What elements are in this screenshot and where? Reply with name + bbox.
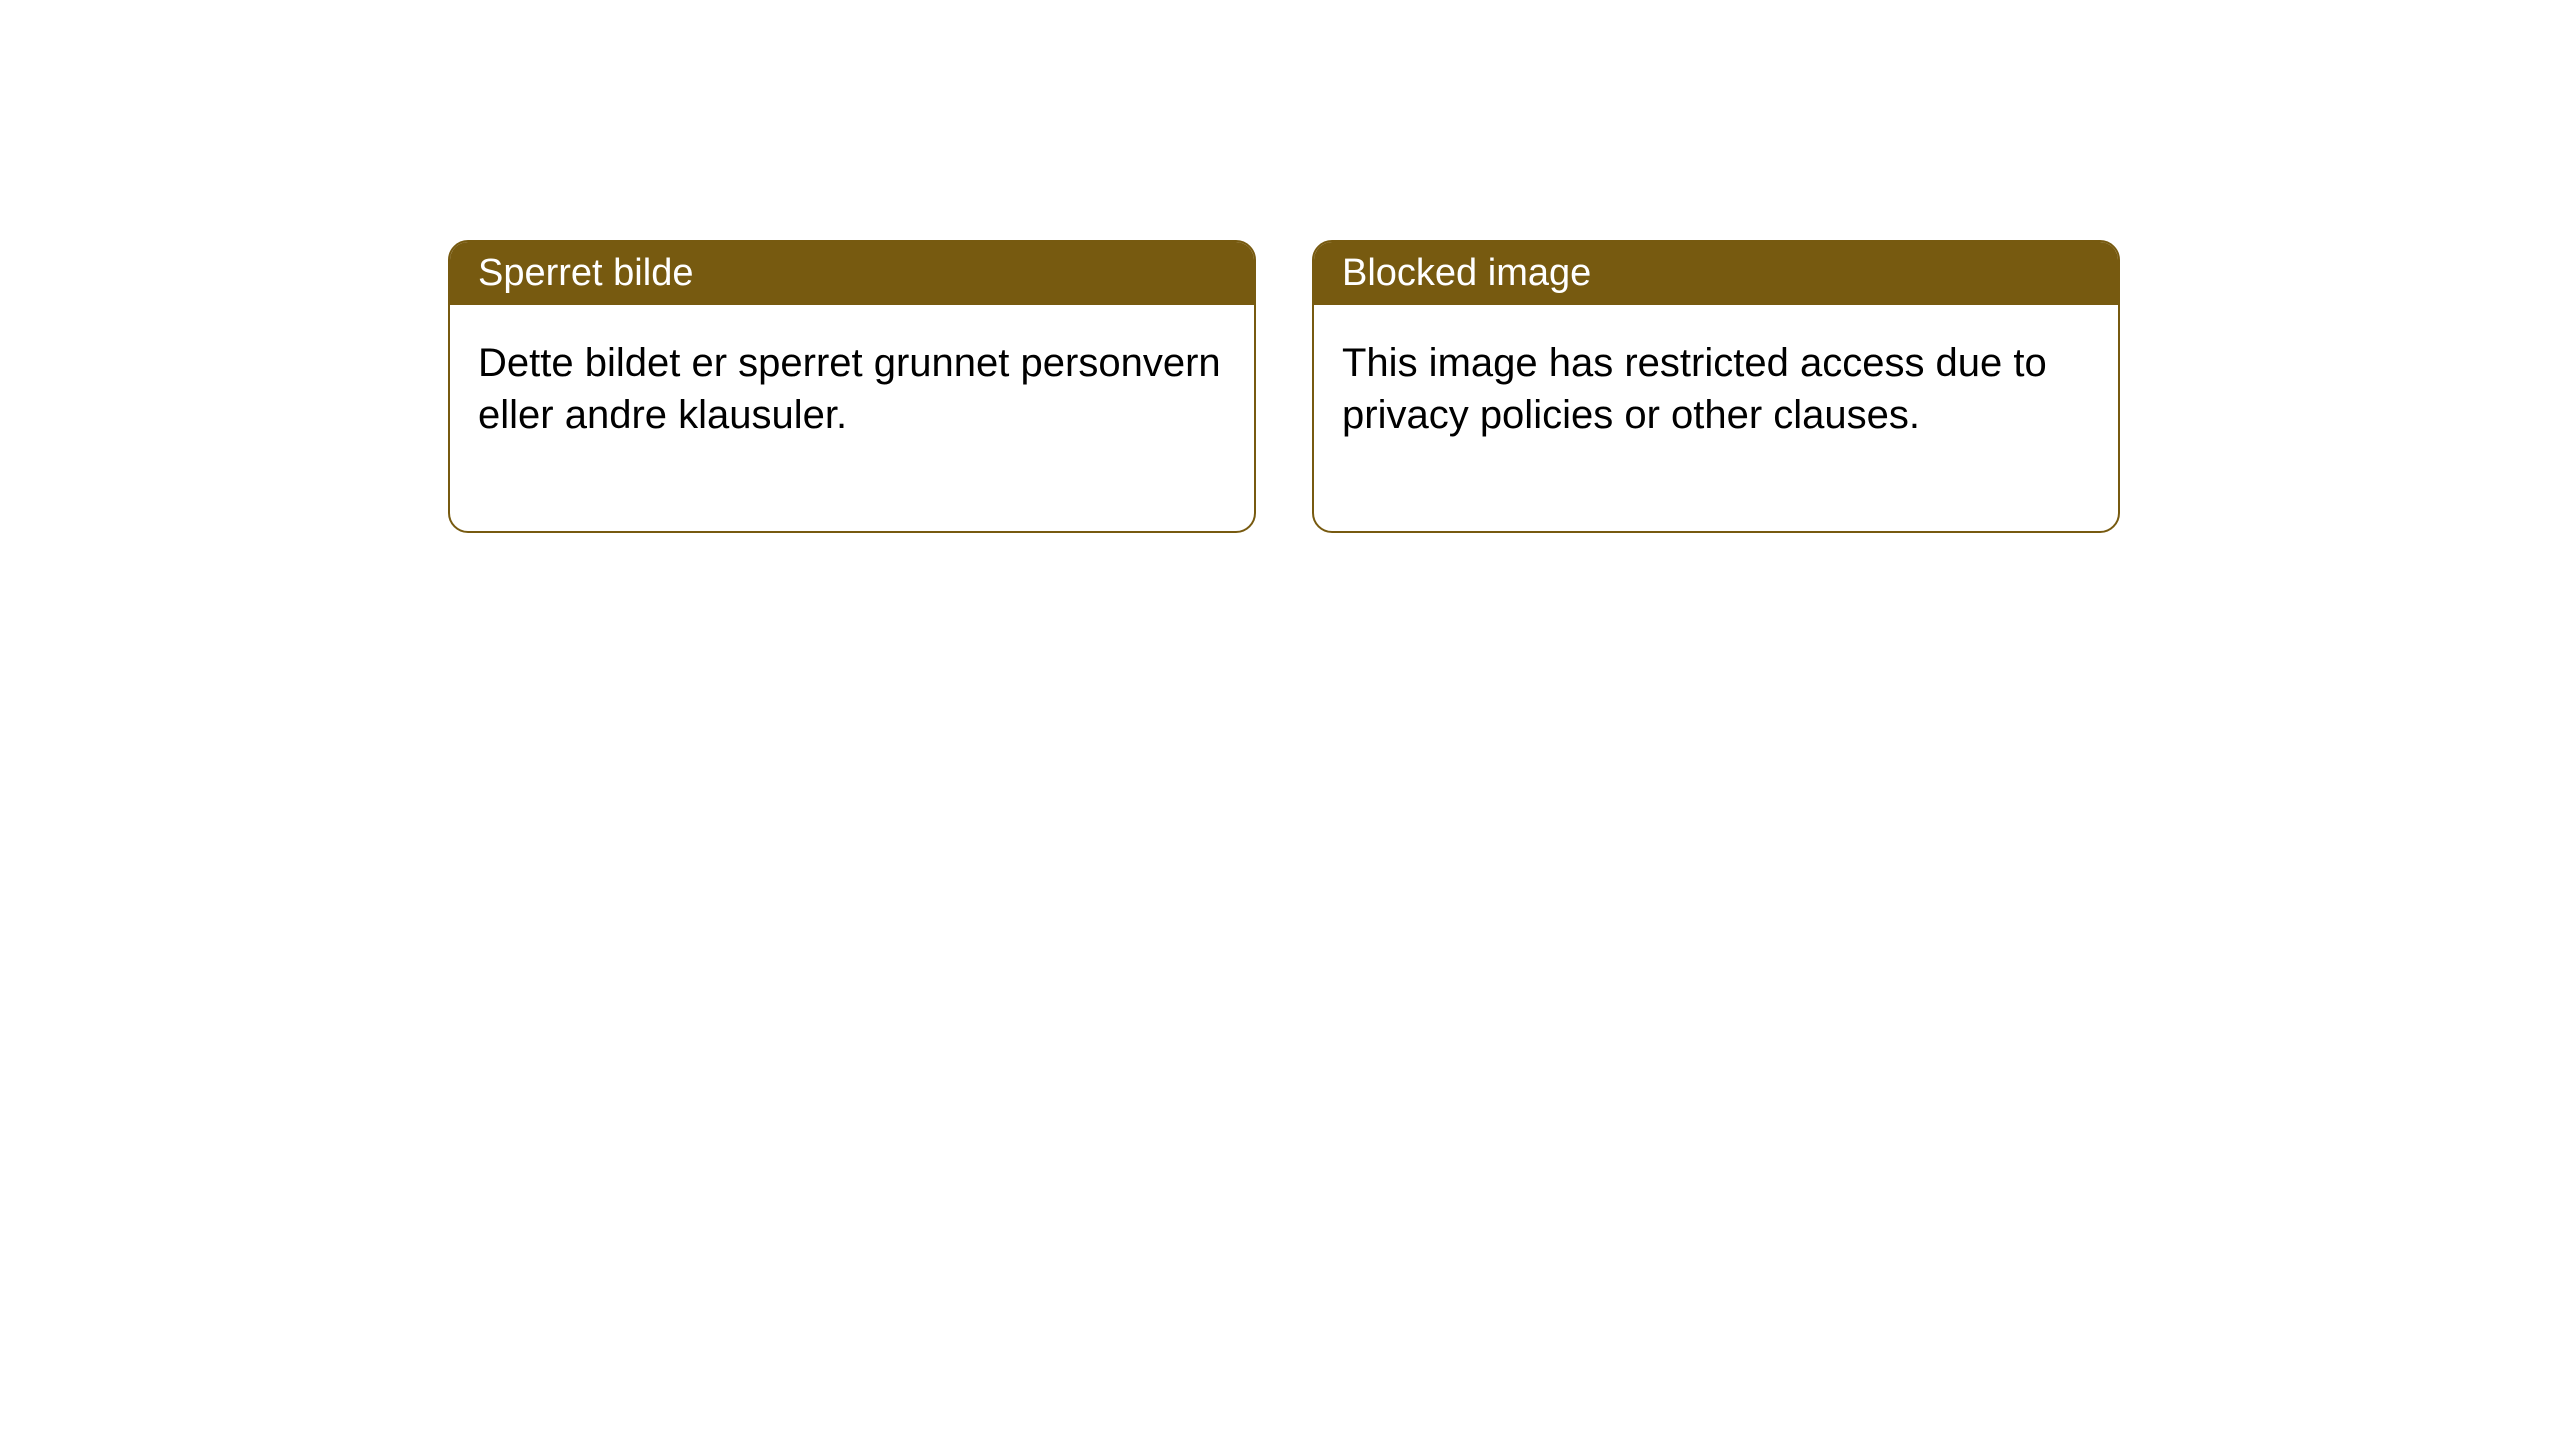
notice-card-en: Blocked image This image has restricted … [1312,240,2120,533]
notice-card-no: Sperret bilde Dette bildet er sperret gr… [448,240,1256,533]
notice-header-en: Blocked image [1314,242,2118,305]
notice-body-no: Dette bildet er sperret grunnet personve… [450,305,1254,531]
notice-body-en: This image has restricted access due to … [1314,305,2118,531]
notice-cards-container: Sperret bilde Dette bildet er sperret gr… [0,0,2560,533]
notice-header-no: Sperret bilde [450,242,1254,305]
